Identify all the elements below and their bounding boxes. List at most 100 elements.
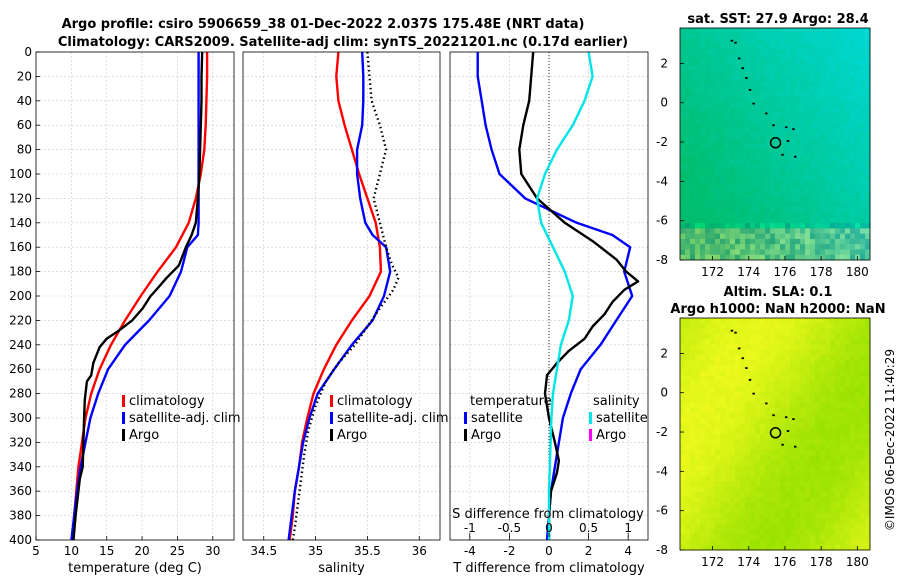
map-cell (750, 333, 756, 340)
map-cell (790, 196, 796, 203)
map-cell (790, 397, 796, 403)
map-cell (860, 513, 866, 519)
map-cell (710, 412, 716, 419)
map-cell (745, 80, 751, 87)
map-cell (830, 439, 836, 445)
map-cell (690, 244, 696, 250)
map-cell (755, 117, 761, 124)
map-cell (835, 43, 841, 50)
map-cell (755, 238, 761, 245)
map-cell (855, 54, 861, 61)
map-cell (765, 492, 771, 498)
map-cell (710, 434, 716, 440)
map-cell (715, 502, 721, 509)
map-cell (850, 149, 856, 155)
top-tick-label: 0 (545, 521, 553, 535)
map-cell (745, 333, 751, 340)
map-cell (865, 28, 871, 34)
map-cell (810, 523, 816, 530)
map-cell (765, 407, 771, 414)
map-cell (720, 191, 726, 198)
map-cell (715, 407, 721, 414)
y-tick-label: 400 (9, 533, 32, 547)
map-cell (790, 318, 796, 324)
map-cell (770, 513, 776, 519)
map-cell (745, 223, 751, 229)
map-cell (800, 523, 806, 530)
map-cell (795, 449, 801, 456)
map-cell (700, 318, 706, 324)
map-cell (845, 507, 851, 514)
map-cell (720, 112, 726, 119)
map-cell (765, 70, 771, 76)
map-cell (790, 70, 796, 76)
map-cell (695, 534, 701, 540)
map-cell (750, 481, 756, 488)
map-cell (770, 254, 776, 261)
map-cell (695, 228, 701, 235)
map-cell (705, 112, 711, 119)
map-cell (740, 228, 746, 235)
map-cell (840, 233, 846, 240)
map-cell (845, 233, 851, 240)
map-cell (795, 349, 801, 356)
map-cell (805, 159, 811, 166)
map-cell (685, 38, 691, 45)
map-cell (720, 470, 726, 477)
map-cell (830, 502, 836, 509)
map-cell (865, 528, 871, 535)
map-cell (695, 43, 701, 50)
map-cell (795, 49, 801, 55)
map-cell (680, 439, 686, 445)
map-cell (820, 323, 826, 329)
map-cell (825, 328, 831, 335)
map-cell (840, 428, 846, 435)
map-cell (800, 238, 806, 245)
map-cell (810, 133, 816, 140)
map-cell (745, 254, 751, 261)
map-cell (740, 101, 746, 108)
map-cell (860, 70, 866, 76)
y-tick-label: 260 (9, 362, 32, 376)
map-cell (685, 91, 691, 97)
map-cell (765, 349, 771, 356)
map-cell (685, 412, 691, 419)
map-cell (745, 428, 751, 435)
map-cell (775, 175, 781, 182)
map-cell (740, 223, 746, 229)
map-cell (710, 43, 716, 50)
map-cell (760, 476, 766, 482)
map-cell (825, 544, 831, 551)
map-cell (710, 418, 716, 424)
map-cell (845, 96, 851, 103)
map-cell (780, 455, 786, 461)
map-cell (760, 360, 766, 366)
map-cell (835, 423, 841, 430)
map-cell (740, 444, 746, 451)
map-cell (690, 64, 696, 71)
map-cell (840, 339, 846, 345)
map-cell (760, 318, 766, 324)
map-cell (720, 238, 726, 245)
map-cell (795, 180, 801, 187)
map-cell (715, 365, 721, 372)
map-cell (815, 402, 821, 409)
map-cell (865, 202, 871, 208)
map-cell (735, 434, 741, 440)
map-cell (840, 391, 846, 398)
map-cell (705, 391, 711, 398)
map-cell (780, 159, 786, 166)
map-cell (780, 507, 786, 514)
map-cell (690, 43, 696, 50)
map-cell (860, 497, 866, 503)
map-cell (695, 165, 701, 171)
map-cell (845, 101, 851, 108)
map-cell (755, 455, 761, 461)
map-cell (710, 170, 716, 177)
y-tick-label: 80 (17, 143, 32, 157)
map-cell (805, 534, 811, 540)
map-cell (810, 244, 816, 250)
map-cell (835, 486, 841, 493)
map-cell (850, 492, 856, 498)
map-cell (850, 159, 856, 166)
